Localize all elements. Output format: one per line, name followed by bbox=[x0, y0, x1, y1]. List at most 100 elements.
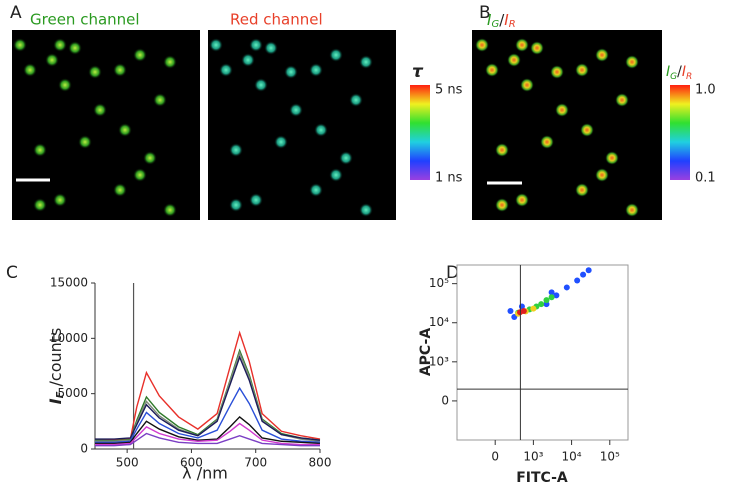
cell bbox=[249, 193, 263, 207]
x-tick-label: 10⁵ bbox=[600, 450, 620, 464]
y-tick-label: 10⁴ bbox=[429, 315, 449, 329]
cell bbox=[309, 63, 323, 77]
cell bbox=[339, 151, 353, 165]
colorbar bbox=[410, 85, 430, 180]
event-point bbox=[538, 301, 545, 308]
text: G bbox=[491, 19, 499, 30]
cell bbox=[68, 41, 82, 55]
colorbar-label: IG/IR bbox=[666, 64, 692, 82]
cell bbox=[143, 151, 157, 165]
text: R bbox=[509, 19, 516, 30]
ratio-title: IG/IR bbox=[487, 11, 516, 31]
cell bbox=[45, 53, 59, 67]
spectrum-line bbox=[95, 422, 320, 446]
cell bbox=[229, 198, 243, 212]
y-tick-label: 10³ bbox=[429, 354, 449, 368]
cell bbox=[241, 53, 255, 67]
cell bbox=[163, 55, 177, 69]
y-tick-label: 0 bbox=[80, 442, 88, 456]
cell bbox=[550, 65, 564, 79]
cell bbox=[58, 78, 72, 92]
y-tick-label: 15000 bbox=[50, 276, 88, 290]
x-axis-label: λ /nm bbox=[182, 464, 228, 483]
text: I bbox=[487, 11, 492, 29]
cell bbox=[485, 63, 499, 77]
x-tick-label: 600 bbox=[180, 456, 203, 470]
cell bbox=[229, 143, 243, 157]
cell bbox=[540, 135, 554, 149]
panel-label: A bbox=[10, 3, 22, 23]
axis-frame bbox=[94, 283, 320, 450]
cell bbox=[209, 38, 223, 52]
panel-label: C bbox=[6, 263, 18, 283]
event-point bbox=[585, 267, 592, 274]
y-tick-label: 0 bbox=[441, 393, 449, 407]
cell bbox=[495, 198, 509, 212]
x-tick-label: 500 bbox=[116, 456, 139, 470]
cell bbox=[118, 123, 132, 137]
event-point bbox=[553, 292, 560, 299]
cell bbox=[575, 183, 589, 197]
event-point bbox=[580, 271, 587, 278]
cell bbox=[329, 48, 343, 62]
cell bbox=[13, 38, 27, 52]
cell bbox=[153, 93, 167, 107]
text: G bbox=[670, 72, 677, 82]
cell bbox=[349, 93, 363, 107]
cell bbox=[219, 63, 233, 77]
text: I bbox=[682, 64, 686, 80]
cell bbox=[274, 135, 288, 149]
cell bbox=[163, 203, 177, 217]
spectrum-line bbox=[95, 432, 320, 447]
colorbar bbox=[670, 85, 690, 180]
cell bbox=[580, 123, 594, 137]
cell bbox=[289, 103, 303, 117]
y-axis-label: IF /counts bbox=[46, 328, 67, 405]
cell bbox=[475, 38, 489, 52]
cell bbox=[33, 143, 47, 157]
text: / bbox=[677, 64, 682, 80]
text: / bbox=[499, 11, 505, 29]
cell bbox=[605, 151, 619, 165]
y-tick-label: 10⁵ bbox=[429, 276, 449, 290]
spectrum-line bbox=[95, 386, 321, 444]
cell bbox=[93, 103, 107, 117]
cell bbox=[284, 65, 298, 79]
colorbar-tick: 0.1 bbox=[695, 171, 716, 186]
event-point bbox=[548, 289, 555, 296]
x-tick-label: 800 bbox=[309, 456, 332, 470]
event-point bbox=[507, 307, 514, 314]
cell bbox=[595, 48, 609, 62]
text: /counts bbox=[46, 328, 65, 392]
cell bbox=[53, 193, 67, 207]
cell bbox=[133, 168, 147, 182]
cell bbox=[515, 38, 529, 52]
spectrum-line bbox=[95, 415, 321, 445]
event-point bbox=[530, 305, 537, 312]
x-tick-label: 700 bbox=[244, 456, 267, 470]
cell bbox=[595, 168, 609, 182]
cell bbox=[133, 48, 147, 62]
cell bbox=[495, 143, 509, 157]
cell bbox=[264, 41, 278, 55]
cell bbox=[530, 41, 544, 55]
colorbar-tick: 1 ns bbox=[435, 171, 463, 186]
spectrum-line bbox=[94, 330, 321, 441]
cell bbox=[249, 38, 263, 52]
cells bbox=[13, 38, 639, 217]
cell bbox=[113, 183, 127, 197]
cell bbox=[575, 63, 589, 77]
cell bbox=[359, 55, 373, 69]
cell bbox=[113, 63, 127, 77]
cell bbox=[23, 63, 37, 77]
colorbar-label: τ bbox=[412, 62, 424, 82]
cell bbox=[329, 168, 343, 182]
cell bbox=[625, 55, 639, 69]
cell bbox=[359, 203, 373, 217]
cell bbox=[33, 198, 47, 212]
x-tick-label: 0 bbox=[491, 450, 499, 464]
event-point bbox=[520, 307, 527, 314]
text: I bbox=[504, 11, 509, 29]
text: I bbox=[666, 64, 670, 80]
